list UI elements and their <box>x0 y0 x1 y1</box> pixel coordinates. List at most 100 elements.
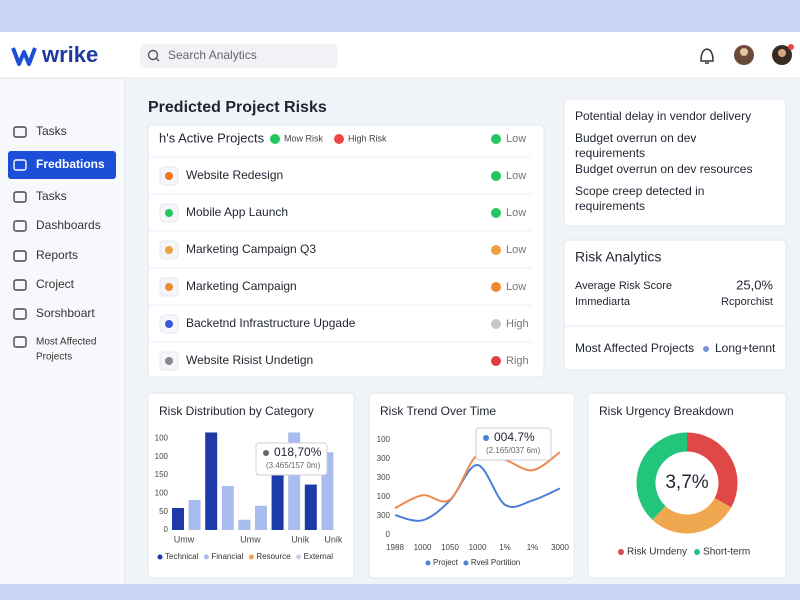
x-tick-label: 1000 <box>414 543 432 552</box>
sidebar-item-active[interactable] <box>8 151 116 179</box>
project-icon-glyph <box>165 357 173 365</box>
legend-dot <box>248 554 254 560</box>
alerts-card <box>563 98 787 227</box>
project-name[interactable]: Website Redesign <box>186 168 283 182</box>
bar <box>205 432 218 530</box>
sidebar-item: Most Affected <box>36 337 96 348</box>
project-name[interactable]: Marketing Campaign <box>186 279 297 293</box>
legend-dot <box>203 554 209 560</box>
top-band <box>0 0 800 32</box>
most-affected-label: Most Affected Projects <box>575 341 694 355</box>
legend-dot <box>618 549 624 555</box>
donut-slice <box>686 432 738 508</box>
tooltip-dot <box>263 450 269 456</box>
sidebar-icon <box>13 279 27 291</box>
y-tick-label: 300 <box>377 454 391 463</box>
legend-label: Rveil Portition <box>471 558 520 567</box>
project-name[interactable]: Mobile App Launch <box>186 205 288 219</box>
projects-card <box>147 124 545 378</box>
bar <box>238 519 251 530</box>
search-icon <box>147 49 159 61</box>
bar <box>188 499 201 530</box>
y-tick-label: 50 <box>159 507 168 516</box>
bar <box>255 505 267 530</box>
project-icon-glyph <box>165 283 173 291</box>
y-tick-label: 0 <box>164 525 169 534</box>
x-tick-label: 1% <box>527 543 539 552</box>
alert-text: requirements <box>575 199 645 213</box>
legend-label: Risk Urndeny <box>627 547 687 558</box>
legend-dot <box>425 560 431 566</box>
donut-slice <box>636 432 688 520</box>
status-dot <box>491 356 501 366</box>
metric-label: Immediarta <box>575 296 631 308</box>
project-name[interactable]: Backetnd Infrastructure Upgade <box>186 316 356 330</box>
bar-chart-card <box>147 392 355 579</box>
y-tick-label: 100 <box>155 488 169 497</box>
risk-analytics-card <box>563 239 787 371</box>
legend-label: Short-term <box>703 547 750 558</box>
legend-label: Resource <box>256 552 291 561</box>
sidebar-item: Projects <box>36 352 72 363</box>
metric-label: Average Risk Score <box>575 280 672 292</box>
x-tick-label: 3000 <box>551 543 569 552</box>
tooltip-detail: (3.465/157 0m) <box>266 461 321 470</box>
chart-title: Risk Trend Over Time <box>380 404 496 418</box>
sidebar-item: Fredbations <box>36 157 105 171</box>
y-tick-label: 0 <box>386 530 391 539</box>
search-box[interactable] <box>140 44 338 68</box>
status-dot <box>491 134 501 144</box>
legend-label: Financial <box>211 552 243 561</box>
alert-text: requirements <box>575 146 645 160</box>
tooltip-value: 018,70% <box>274 445 322 459</box>
avatar-face <box>778 49 786 57</box>
legend-dot <box>157 554 163 560</box>
y-tick-label: 100 <box>155 433 169 442</box>
legend-dot <box>270 134 280 144</box>
project-icon-glyph <box>165 246 173 254</box>
alert-text: Budget overrun on dev <box>575 131 696 145</box>
sidebar-item: Sorshboart <box>36 306 95 320</box>
risk-analytics-title: Risk Analytics <box>575 249 661 265</box>
sidebar-item: Tasks <box>36 189 67 203</box>
header <box>0 32 800 78</box>
status-label: Low <box>506 170 526 182</box>
notification-dot <box>788 44 794 50</box>
donut-slice <box>652 497 732 534</box>
y-tick-label: 150 <box>155 470 169 479</box>
tooltip <box>255 442 328 476</box>
logo-mark <box>11 47 37 66</box>
chart-title: Risk Distribution by Category <box>159 404 314 418</box>
x-tick-label: Unik <box>324 534 343 544</box>
legend-label: High Risk <box>348 133 387 143</box>
status-label: Low <box>506 207 526 219</box>
status-dot <box>491 171 501 181</box>
sidebar-item: Tasks <box>36 124 67 138</box>
legend-label: Technical <box>165 552 199 561</box>
project-name[interactable]: Marketing Campaign Q3 <box>186 242 316 256</box>
status-dot <box>491 208 501 218</box>
tooltip-detail: (2.165/037 6m) <box>486 446 541 455</box>
bar <box>221 486 234 530</box>
bell-icon[interactable] <box>700 48 714 64</box>
bar <box>172 508 184 530</box>
status-label: Low <box>506 133 526 145</box>
project-icon-glyph <box>165 172 173 180</box>
sidebar-icon <box>13 126 27 138</box>
logo: wrike <box>41 42 98 67</box>
sidebar-icon <box>13 191 27 203</box>
sidebar-icon <box>13 308 27 320</box>
tooltip-dot <box>483 435 489 441</box>
status-dot <box>491 282 501 292</box>
project-icon-glyph <box>165 209 173 217</box>
y-tick-label: 300 <box>377 473 391 482</box>
bar <box>304 484 317 530</box>
legend-label: Mow Risk <box>284 133 324 143</box>
most-affected-value: Long+tennt <box>715 341 776 355</box>
bar <box>271 468 284 530</box>
project-name[interactable]: Website Risist Undetign <box>186 353 313 367</box>
page-title: Predicted Project Risks <box>148 99 327 116</box>
y-tick-label: 100 <box>377 435 391 444</box>
sidebar-icon <box>13 336 27 348</box>
metric-value: 25,0% <box>736 277 773 292</box>
